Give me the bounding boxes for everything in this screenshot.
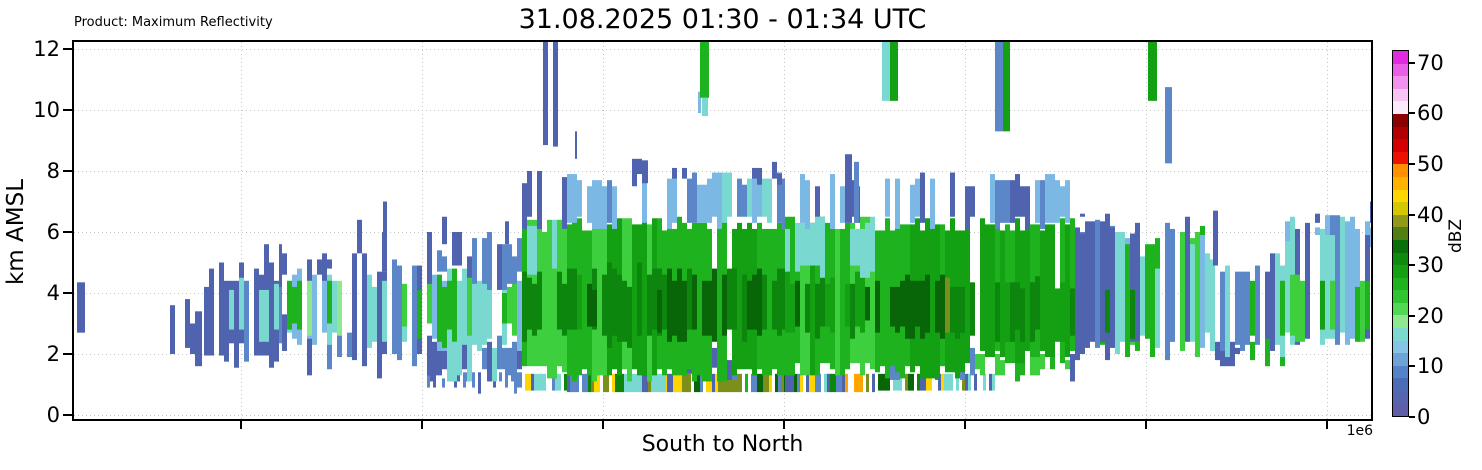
- y-tick: [63, 109, 72, 111]
- x-tick: [1145, 421, 1147, 429]
- colorbar-tick-label: 10: [1417, 354, 1444, 379]
- colorbar-band: [1393, 126, 1408, 140]
- colorbar-band: [1393, 151, 1408, 165]
- colorbar: [1392, 50, 1409, 417]
- colorbar-band: [1393, 63, 1408, 77]
- product-label: Product: Maximum Reflectivity: [74, 15, 273, 30]
- colorbar-band: [1393, 139, 1408, 152]
- colorbar-tick-label: 70: [1417, 50, 1444, 75]
- colorbar-band: [1393, 113, 1408, 127]
- colorbar-band: [1393, 239, 1408, 253]
- y-tick-label: 10: [33, 98, 60, 122]
- y-tick-label: 12: [33, 37, 60, 61]
- colorbar-tick: [1409, 314, 1415, 317]
- colorbar-tick: [1409, 264, 1415, 267]
- colorbar-tick-label: 0: [1417, 405, 1431, 429]
- colorbar-band: [1393, 302, 1408, 316]
- colorbar-band: [1393, 176, 1408, 190]
- colorbar-tick-label: 40: [1417, 202, 1444, 227]
- y-tick: [63, 292, 72, 294]
- colorbar-band: [1393, 164, 1408, 177]
- colorbar-tick-label: 60: [1417, 101, 1444, 126]
- colorbar-band: [1393, 277, 1408, 291]
- colorbar-tick: [1409, 213, 1415, 216]
- y-tick-label: 4: [46, 281, 60, 305]
- colorbar-band: [1393, 51, 1408, 64]
- y-tick: [63, 48, 72, 50]
- colorbar-band: [1393, 378, 1408, 392]
- chart-title: 31.08.2025 01:30 - 01:34 UTC: [518, 4, 927, 35]
- colorbar-tick: [1409, 112, 1415, 115]
- x-tick: [964, 421, 966, 429]
- colorbar-tick: [1409, 365, 1415, 368]
- colorbar-tick: [1409, 416, 1415, 418]
- colorbar-band: [1393, 353, 1408, 366]
- colorbar-band: [1393, 315, 1408, 329]
- y-tick: [63, 414, 72, 416]
- colorbar-band: [1393, 214, 1408, 228]
- y-tick: [63, 170, 72, 172]
- colorbar-band: [1393, 340, 1408, 354]
- colorbar-tick-label: 30: [1417, 253, 1444, 278]
- x-tick: [421, 421, 423, 429]
- colorbar-band: [1393, 328, 1408, 341]
- x-axis-offset-label: 1e6: [1346, 423, 1373, 439]
- reflectivity-plot-canvas: [72, 40, 1373, 421]
- x-tick: [1326, 421, 1328, 429]
- x-tick: [783, 421, 785, 429]
- colorbar-band: [1393, 290, 1408, 303]
- colorbar-band: [1393, 189, 1408, 203]
- colorbar-band: [1393, 227, 1408, 240]
- colorbar-band: [1393, 391, 1408, 404]
- colorbar-band: [1393, 88, 1408, 102]
- colorbar-tick: [1409, 162, 1415, 165]
- colorbar-band: [1393, 265, 1408, 278]
- colorbar-tick-label: 20: [1417, 303, 1444, 328]
- x-tick: [602, 421, 604, 429]
- colorbar-band: [1393, 101, 1408, 114]
- colorbar-band: [1393, 252, 1408, 266]
- colorbar-tick: [1409, 61, 1415, 64]
- colorbar-band: [1393, 76, 1408, 89]
- y-tick: [63, 353, 72, 355]
- x-tick: [240, 421, 242, 429]
- y-tick-label: 2: [46, 342, 60, 366]
- colorbar-tick-label: 50: [1417, 151, 1444, 176]
- y-tick-label: 0: [46, 403, 60, 427]
- colorbar-band: [1393, 403, 1408, 417]
- y-tick: [63, 231, 72, 233]
- y-tick-label: 8: [46, 159, 60, 183]
- plot-area: [72, 40, 1373, 421]
- colorbar-band: [1393, 202, 1408, 215]
- colorbar-band: [1393, 365, 1408, 379]
- y-tick-label: 6: [46, 220, 60, 244]
- x-axis-label: South to North: [641, 432, 804, 457]
